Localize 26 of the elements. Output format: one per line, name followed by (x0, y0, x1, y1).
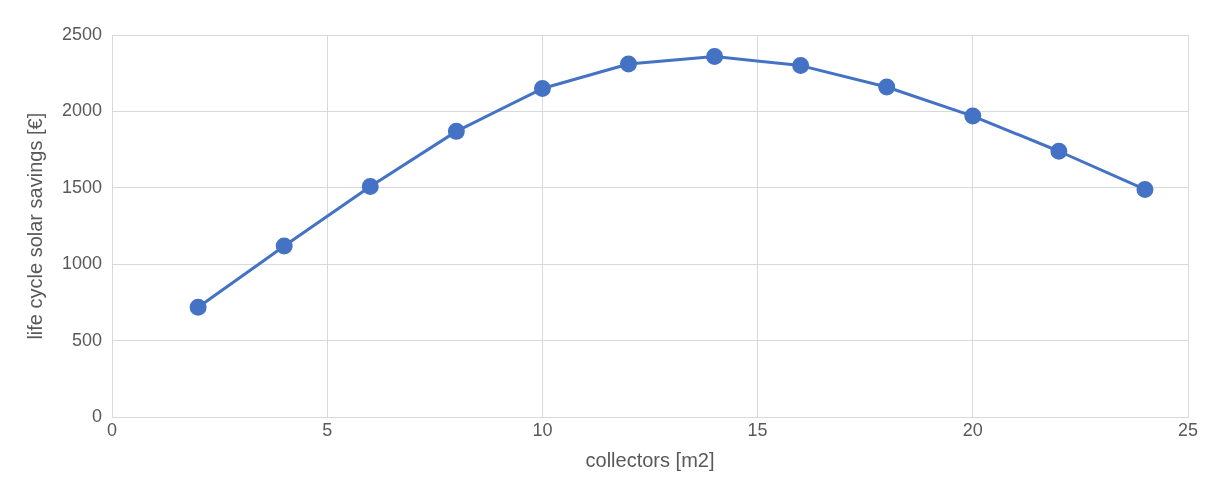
y-tick-label: 2500 (62, 23, 103, 44)
x-tick-label: 0 (107, 420, 118, 441)
x-tick-label: 20 (962, 420, 983, 441)
x-tick-label: 25 (1177, 420, 1199, 441)
point (361, 177, 379, 195)
x-tick-label: 15 (747, 420, 768, 441)
point (1050, 142, 1068, 160)
x-tick-label: 10 (532, 420, 553, 441)
point (533, 80, 551, 98)
y-tick-label: 2000 (62, 100, 103, 121)
x-tick-label: 5 (322, 420, 333, 441)
point (706, 47, 724, 65)
point (275, 237, 293, 255)
point (1136, 180, 1154, 198)
point (878, 78, 896, 96)
y-tick-label: 1000 (62, 253, 103, 274)
point (189, 298, 207, 316)
y-tick-label: 0 (92, 406, 103, 427)
point (792, 57, 810, 75)
point (964, 107, 982, 125)
point (620, 55, 637, 73)
y-tick-label: 1500 (62, 176, 103, 197)
point (447, 122, 465, 140)
y-axis-title: life cycle solar savings [€] (23, 112, 46, 340)
x-axis-title: collectors [m2] (585, 448, 715, 471)
y-tick-label: 500 (72, 329, 103, 350)
